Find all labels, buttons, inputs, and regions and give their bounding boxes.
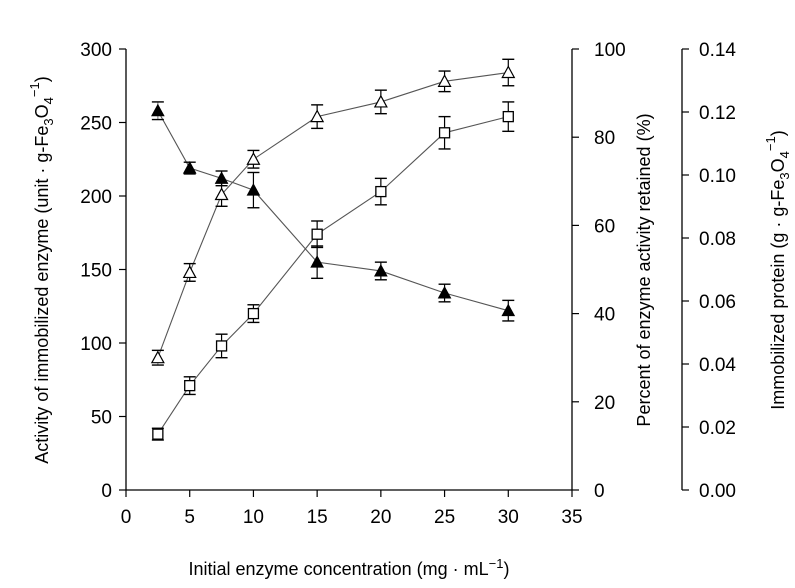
- right2-tick-label: 0.06: [699, 292, 736, 313]
- data-point: [437, 74, 452, 87]
- data-point: [375, 185, 387, 198]
- x-tick-label: 5: [184, 507, 195, 528]
- data-point: [246, 151, 261, 165]
- left-tick-label: 0: [101, 481, 112, 502]
- data-point: [150, 350, 165, 364]
- series-open-triangle: [150, 58, 516, 366]
- right1-tick-label: 100: [594, 40, 626, 61]
- data-point: [502, 110, 514, 123]
- left-tick-label: 150: [80, 261, 112, 282]
- x-tick-label: 35: [561, 507, 582, 528]
- left-tick-label: 300: [80, 40, 112, 61]
- data-point: [501, 65, 516, 79]
- data-point: [182, 265, 197, 279]
- right2-tick-label: 0.00: [699, 481, 736, 502]
- right1-tick-label: 40: [594, 305, 615, 326]
- series-line: [157, 116, 509, 435]
- data-point: [438, 127, 451, 139]
- data-point: [152, 428, 164, 440]
- left-axis-title: Activity of immobilized enzyme (unit · g…: [27, 76, 56, 463]
- series-layer: [150, 58, 516, 441]
- right1-tick-label: 20: [594, 393, 615, 414]
- data-point: [437, 285, 452, 299]
- right2-tick-label: 0.02: [699, 418, 736, 439]
- left-tick-label: 50: [91, 408, 112, 429]
- series-open-square: [151, 101, 515, 441]
- data-point: [182, 161, 197, 174]
- right2-tick-label: 0.12: [699, 103, 736, 124]
- data-point: [215, 340, 228, 352]
- series-filled-triangle: [151, 101, 516, 322]
- data-point: [374, 263, 388, 277]
- data-point: [310, 255, 324, 268]
- axes: 0 5 10 15 20 25 30 35 0 50 100 150 200 250 300 0 20 40 60 8…: [80, 40, 736, 528]
- data-point: [214, 171, 229, 184]
- left-tick-label: 250: [80, 114, 112, 135]
- x-tick-label: 10: [243, 507, 264, 528]
- data-point: [311, 228, 323, 240]
- data-point: [184, 379, 196, 392]
- right2-tick-label: 0.04: [699, 355, 736, 376]
- data-point: [214, 187, 229, 201]
- left-tick-label: 200: [80, 187, 112, 208]
- x-tick-label: 25: [434, 507, 455, 528]
- right2-axis-title: Immobilized protein (g · g-Fe3O4−1): [763, 130, 792, 409]
- x-tick-label: 15: [307, 507, 328, 528]
- data-point: [151, 103, 165, 117]
- right1-tick-label: 60: [594, 216, 615, 237]
- left-tick-label: 100: [80, 334, 112, 355]
- series-line: [157, 71, 509, 358]
- data-point: [310, 109, 325, 123]
- right2-tick-label: 0.08: [699, 229, 736, 250]
- right1-axis-title: Percent of enzyme activity retained (%): [634, 113, 654, 426]
- series-line: [157, 110, 509, 312]
- data-point: [246, 183, 261, 196]
- data-point: [247, 307, 260, 320]
- right2-tick-label: 0.10: [699, 166, 736, 187]
- x-tick-label: 0: [121, 507, 132, 528]
- right1-tick-label: 0: [594, 481, 605, 502]
- data-point: [373, 94, 388, 108]
- data-point: [501, 303, 516, 317]
- labels: Initial enzyme concentration (mg · mL−1)…: [27, 76, 792, 579]
- right2-tick-label: 0.14: [699, 40, 736, 61]
- x-tick-label: 20: [370, 507, 391, 528]
- x-axis-title: Initial enzyme concentration (mg · mL−1): [189, 556, 510, 579]
- right1-tick-label: 80: [594, 128, 615, 149]
- x-tick-label: 30: [498, 507, 519, 528]
